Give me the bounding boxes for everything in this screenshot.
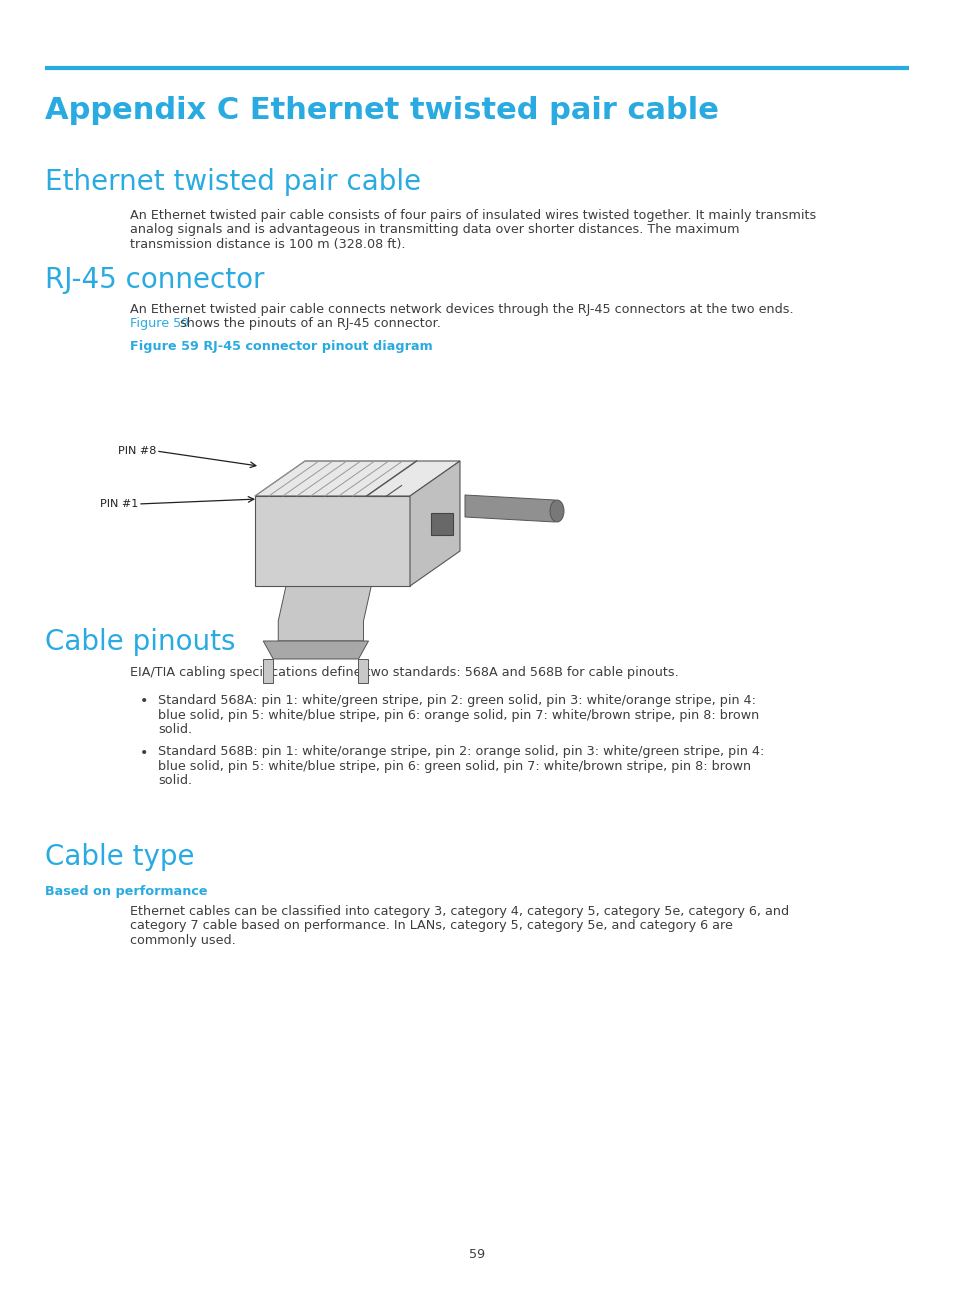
Text: 59: 59 <box>469 1248 484 1261</box>
Polygon shape <box>254 461 459 496</box>
Text: transmission distance is 100 m (328.08 ft).: transmission distance is 100 m (328.08 f… <box>130 238 405 251</box>
Text: Figure 59: Figure 59 <box>130 318 189 330</box>
Polygon shape <box>278 586 371 642</box>
Text: Standard 568B: pin 1: white/orange stripe, pin 2: orange solid, pin 3: white/gre: Standard 568B: pin 1: white/orange strip… <box>158 745 763 758</box>
Text: An Ethernet twisted pair cable consists of four pairs of insulated wires twisted: An Ethernet twisted pair cable consists … <box>130 209 816 222</box>
Text: blue solid, pin 5: white/blue stripe, pin 6: green solid, pin 7: white/brown str: blue solid, pin 5: white/blue stripe, pi… <box>158 759 750 772</box>
Text: commonly used.: commonly used. <box>130 934 235 947</box>
Polygon shape <box>431 512 453 534</box>
Text: RJ-45 connector: RJ-45 connector <box>45 266 264 294</box>
Text: Ethernet twisted pair cable: Ethernet twisted pair cable <box>45 168 420 196</box>
Polygon shape <box>464 495 555 522</box>
Text: Based on performance: Based on performance <box>45 885 208 898</box>
Text: Cable pinouts: Cable pinouts <box>45 629 235 656</box>
Text: EIA/TIA cabling specifications define two standards: 568A and 568B for cable pin: EIA/TIA cabling specifications define tw… <box>130 666 678 679</box>
Text: Figure 59 RJ-45 connector pinout diagram: Figure 59 RJ-45 connector pinout diagram <box>130 340 433 353</box>
Text: Ethernet cables can be classified into category 3, category 4, category 5, categ: Ethernet cables can be classified into c… <box>130 905 788 918</box>
Text: solid.: solid. <box>158 775 192 788</box>
Polygon shape <box>263 642 368 658</box>
Text: Standard 568A: pin 1: white/green stripe, pin 2: green solid, pin 3: white/orang: Standard 568A: pin 1: white/green stripe… <box>158 693 755 708</box>
Text: PIN #1: PIN #1 <box>100 499 138 509</box>
Text: shows the pinouts of an RJ-45 connector.: shows the pinouts of an RJ-45 connector. <box>175 318 440 330</box>
Text: An Ethernet twisted pair cable connects network devices through the RJ-45 connec: An Ethernet twisted pair cable connects … <box>130 303 793 316</box>
Text: PIN #8: PIN #8 <box>118 446 156 456</box>
Text: category 7 cable based on performance. In LANs, category 5, category 5e, and cat: category 7 cable based on performance. I… <box>130 919 732 933</box>
Text: •: • <box>140 693 149 708</box>
Text: blue solid, pin 5: white/blue stripe, pin 6: orange solid, pin 7: white/brown st: blue solid, pin 5: white/blue stripe, pi… <box>158 709 759 722</box>
Ellipse shape <box>550 500 563 522</box>
Polygon shape <box>358 658 368 683</box>
Polygon shape <box>254 496 410 586</box>
Text: Appendix C Ethernet twisted pair cable: Appendix C Ethernet twisted pair cable <box>45 96 719 124</box>
Text: Cable type: Cable type <box>45 842 194 871</box>
Text: analog signals and is advantageous in transmitting data over shorter distances. : analog signals and is advantageous in tr… <box>130 223 739 236</box>
Text: solid.: solid. <box>158 723 192 736</box>
Polygon shape <box>410 461 459 586</box>
Text: •: • <box>140 745 149 759</box>
Polygon shape <box>263 658 273 683</box>
